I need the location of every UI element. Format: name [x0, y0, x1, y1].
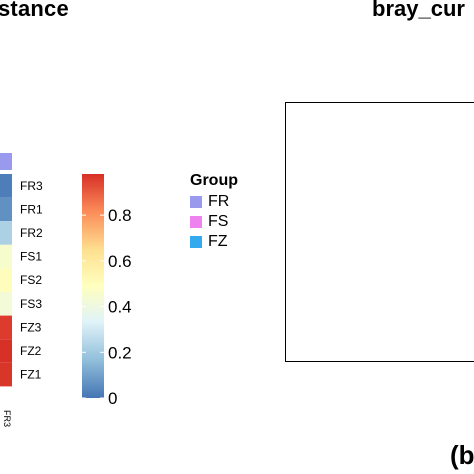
legend-swatch — [190, 216, 202, 228]
row-label-fz2: FZ2 — [20, 344, 42, 358]
heatmap-cell-fs3 — [0, 292, 12, 316]
row-label-fs2: FS2 — [20, 273, 42, 287]
annotation-cell — [0, 153, 12, 170]
legend-swatch — [190, 236, 202, 248]
colorbar-label: 0.2 — [108, 343, 132, 362]
heatmap-cell-fs1 — [0, 244, 12, 269]
svg-text:FR3: FR3 — [2, 410, 12, 427]
row-label-fr1: FR1 — [20, 202, 43, 216]
row-label-fs1: FS1 — [20, 250, 42, 264]
group-legend: Group FR FS FZ — [190, 172, 238, 252]
legend-swatch — [190, 196, 202, 208]
row-label-fr2: FR2 — [20, 226, 43, 240]
legend-item-fz: FZ — [190, 232, 238, 252]
heatmap-cell-fz1 — [0, 362, 12, 387]
row-label-fz3: FZ3 — [20, 320, 42, 334]
heatmap-cell-fr2 — [0, 221, 12, 245]
colorbar-label: 0.4 — [108, 298, 132, 317]
row-label-fr3: FR3 — [20, 179, 43, 193]
heatmap-cell-fr3 — [0, 174, 12, 198]
panel-label: (b — [450, 440, 474, 470]
legend-label: FS — [208, 213, 229, 230]
colorbar-label: 0 — [108, 389, 117, 408]
heatmap-cell-fr1 — [0, 197, 12, 222]
bray-curtis-panel-frame — [285, 102, 474, 362]
heatmap-cell-fz3 — [0, 315, 12, 340]
colorbar-label: 0.6 — [108, 252, 132, 271]
colorbar-label: 0.8 — [108, 206, 132, 225]
heatmap-cell-fz2 — [0, 339, 12, 363]
row-label-fz1: FZ1 — [20, 368, 42, 382]
legend-label: FR — [208, 193, 230, 210]
colorbar — [82, 174, 104, 398]
heatmap-cell-fs2 — [0, 268, 12, 292]
legend-item-fr: FR — [190, 192, 238, 212]
legend-title: Group — [190, 172, 238, 189]
legend-item-fs: FS — [190, 212, 238, 232]
left-panel-title: stance — [0, 0, 69, 21]
row-label-fs3: FS3 — [20, 297, 42, 311]
right-panel-title: bray_cur — [372, 0, 465, 21]
legend-label: FZ — [208, 233, 228, 250]
bottom-rotated-label: FR3 — [2, 410, 12, 427]
